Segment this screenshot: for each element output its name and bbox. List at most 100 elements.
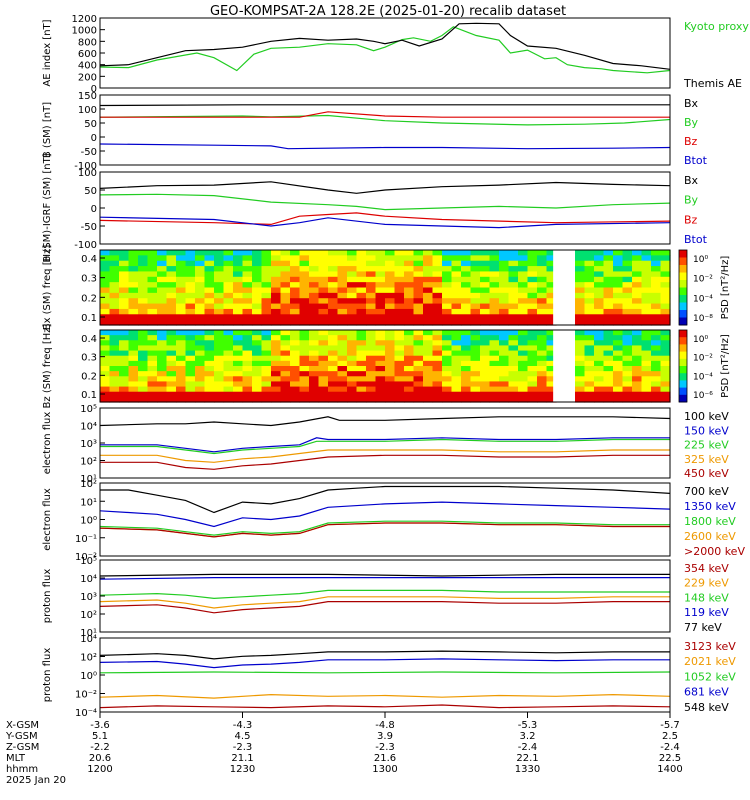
- spectrogram-cell: [176, 330, 187, 336]
- spectrogram-cell: [242, 292, 253, 299]
- spectrogram-cell: [119, 335, 130, 341]
- spectrogram-cell: [299, 330, 310, 336]
- spectrogram-cell: [489, 287, 500, 294]
- spectrogram-cell: [223, 266, 234, 273]
- spectrogram-cell: [527, 276, 538, 283]
- series-line: [99, 520, 670, 536]
- y-axis-label: proton flux: [42, 569, 53, 624]
- spectrogram-cell: [176, 391, 187, 398]
- spectrogram-cell: [584, 350, 595, 357]
- y-tick-label: 0.3: [81, 353, 97, 364]
- spectrogram-cell: [309, 255, 320, 262]
- spectrogram-cell: [622, 371, 633, 377]
- spectrogram-cell: [451, 371, 462, 377]
- spectrogram-cell: [347, 308, 358, 315]
- spectrogram-cell: [328, 345, 339, 352]
- spectrogram-cell: [632, 276, 643, 283]
- spectrogram-cell: [147, 271, 158, 278]
- spectrogram-cell: [451, 292, 462, 299]
- spectrogram-cell: [575, 292, 586, 299]
- spectrogram-cell: [632, 260, 643, 267]
- spectrogram-cell: [613, 308, 624, 315]
- spectrogram-cell: [147, 391, 158, 398]
- spectrogram-cell: [309, 330, 320, 336]
- spectrogram-cell: [185, 292, 196, 299]
- spectrogram-cell: [309, 276, 320, 283]
- y-tick-label: 50: [84, 186, 97, 197]
- spectrogram-cell: [204, 271, 215, 278]
- spectrogram-cell: [309, 350, 320, 357]
- spectrogram-cell: [584, 287, 595, 294]
- footer-value: -2.3: [233, 742, 253, 753]
- spectrogram-cell: [185, 266, 196, 273]
- spectrogram-cell: [413, 386, 424, 393]
- spectrogram-cell: [128, 314, 139, 321]
- spectrogram-cell: [280, 303, 291, 310]
- spectrogram-cell: [252, 340, 263, 347]
- spectrogram-cell: [119, 260, 130, 267]
- spectrogram-cell: [375, 366, 386, 372]
- spectrogram-cell: [290, 298, 301, 305]
- spectrogram-cell: [432, 340, 443, 347]
- spectrogram-cell: [299, 396, 310, 403]
- spectrogram-cell: [309, 376, 320, 383]
- spectrogram-cell: [613, 391, 624, 398]
- spectrogram-cell: [385, 366, 396, 372]
- spectrogram-cell: [480, 335, 491, 341]
- spectrogram-cell: [109, 314, 120, 321]
- colorbar-label: PSD [nT²/Hz]: [720, 256, 731, 320]
- spectrogram-cell: [242, 298, 253, 305]
- spectrogram-cell: [233, 319, 244, 326]
- spectrogram-cell: [584, 355, 595, 362]
- spectrogram-cell: [527, 355, 538, 362]
- spectrogram-cell: [252, 276, 263, 283]
- spectrogram-cell: [375, 386, 386, 393]
- spectrogram-cell: [166, 350, 177, 357]
- spectrogram-cell: [527, 282, 538, 289]
- y-tick-label: 0.2: [81, 293, 97, 304]
- spectrogram-cell: [261, 292, 272, 299]
- spectrogram-cell: [109, 386, 120, 393]
- spectrogram-cell: [318, 314, 329, 321]
- spectrogram-cell: [214, 266, 225, 273]
- spectrogram-cell: [147, 340, 158, 347]
- spectrogram-cell: [147, 396, 158, 403]
- spectrogram-cell: [223, 260, 234, 267]
- spectrogram-cell: [309, 250, 320, 256]
- spectrogram-cell: [575, 298, 586, 305]
- colorbar-segment: [679, 295, 687, 303]
- spectrogram-cell: [508, 350, 519, 357]
- spectrogram-cell: [233, 282, 244, 289]
- spectrogram-cell: [527, 271, 538, 278]
- spectrogram-cell: [461, 303, 472, 310]
- spectrogram-cell: [470, 266, 481, 273]
- spectrogram-cell: [328, 396, 339, 403]
- spectrogram-cell: [442, 371, 453, 377]
- spectrogram-cell: [214, 355, 225, 362]
- spectrogram-cell: [328, 266, 339, 273]
- spectrogram-cell: [508, 271, 519, 278]
- y-tick-label: 600: [78, 49, 97, 60]
- legend-label: Bz: [684, 135, 698, 148]
- spectrogram-cell: [594, 303, 605, 310]
- spectrogram-cell: [214, 381, 225, 388]
- spectrogram-cell: [423, 391, 434, 398]
- spectrogram-cell: [404, 303, 415, 310]
- spectrogram-cell: [204, 366, 215, 372]
- spectrogram-cell: [318, 260, 329, 267]
- spectrogram-cell: [223, 271, 234, 278]
- spectrogram-cell: [157, 355, 168, 362]
- spectrogram-cell: [508, 355, 519, 362]
- spectrogram-cell: [394, 391, 405, 398]
- spectrogram-cell: [651, 298, 662, 305]
- spectrogram-cell: [252, 308, 263, 315]
- spectrogram-cell: [413, 340, 424, 347]
- spectrogram-cell: [584, 303, 595, 310]
- spectrogram-cell: [223, 276, 234, 283]
- spectrogram-cell: [423, 366, 434, 372]
- spectrogram-cell: [119, 266, 130, 273]
- spectrogram-cell: [356, 366, 367, 372]
- spectrogram-cell: [660, 376, 671, 383]
- spectrogram-cell: [594, 350, 605, 357]
